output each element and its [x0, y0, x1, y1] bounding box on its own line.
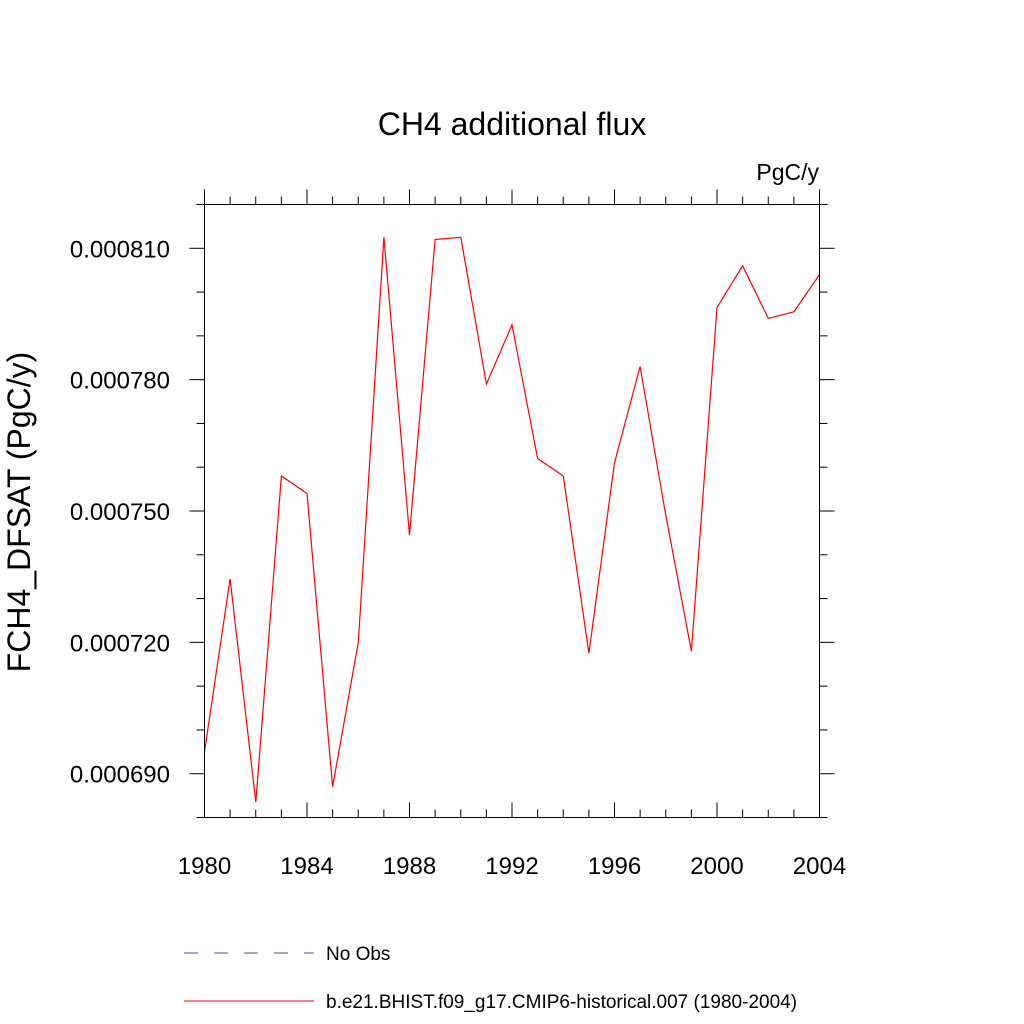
x-tick-label: 1996 [588, 853, 641, 880]
chart-title: CH4 additional flux [378, 106, 647, 142]
legend-label-model: b.e21.BHIST.f09_g17.CMIP6-historical.007… [326, 992, 797, 1013]
series-line [203, 236, 820, 803]
y-tick-label: 0.000690 [70, 762, 170, 789]
y-tick-label: 0.000810 [70, 236, 170, 263]
y-tick-label: 0.000720 [70, 630, 170, 657]
x-tick-label: 1992 [485, 853, 538, 880]
x-tick-label: 2000 [690, 853, 743, 880]
y-tick-label: 0.000780 [70, 368, 170, 395]
axis-ticks [189, 189, 835, 818]
y-tick-label: 0.000750 [70, 499, 170, 526]
y-axis-title: FCH4_DFSAT (PgC/y) [1, 352, 37, 673]
x-tick-label: 1988 [383, 853, 436, 880]
x-tick-label: 1984 [280, 853, 333, 880]
tick-labels: 1980 1984 1988 1992 1996 2000 2004 0.000690 0.00… [70, 236, 846, 880]
units-label: PgC/y [756, 159, 819, 185]
x-tick-label: 1980 [178, 853, 231, 880]
legend: No Obs b.e21.BHIST.f09_g17.CMIP6-histori… [184, 944, 797, 1013]
x-tick-label: 2004 [793, 853, 846, 880]
series-layer [203, 236, 820, 803]
legend-label-no-obs: No Obs [326, 944, 390, 965]
plot-frame [204, 204, 820, 818]
